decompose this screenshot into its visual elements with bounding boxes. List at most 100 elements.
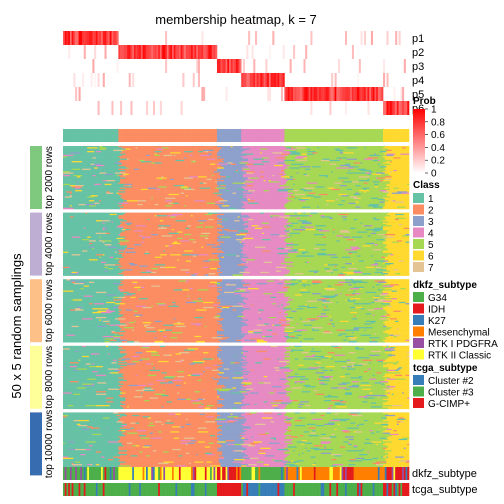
membership-cell [97,182,107,185]
membership-cell [327,187,335,190]
class-cell [270,129,273,142]
membership-cell [101,220,111,222]
class-cell [82,129,85,142]
membership-cell [101,221,109,223]
membership-cell [372,173,382,176]
membership-cell [331,215,342,217]
membership-cell [263,212,268,215]
membership-cell [374,152,379,154]
membership-cell [229,152,232,154]
membership-cell [199,178,207,181]
membership-cell [197,166,206,168]
membership-cell [268,177,275,180]
membership-cell [351,171,363,173]
membership-cell [189,176,199,178]
membership-cell [374,185,379,187]
membership-cell [391,215,396,217]
membership-cell [400,157,403,159]
membership-cell [286,158,297,161]
membership-cell [175,164,180,167]
membership-cell [376,190,380,192]
membership-cell [306,164,315,167]
membership-cell [88,193,95,196]
membership-cell [353,149,365,152]
prob-cell [166,45,169,59]
membership-cell [215,177,221,180]
membership-cell [121,197,130,200]
membership-cell [298,191,308,193]
membership-cell [63,188,66,191]
membership-cell [383,156,387,158]
membership-cell [69,190,76,192]
membership-cell [353,187,363,190]
membership-cell [253,185,264,187]
prob-cell [189,45,192,59]
membership-cell [113,161,119,163]
membership-cell [113,171,121,173]
class-cell [94,129,97,142]
membership-cell [194,162,202,164]
membership-cell [170,218,173,221]
membership-cell [395,207,401,210]
membership-cell [123,173,130,176]
class-cell [234,129,237,142]
class-cell [78,129,81,142]
membership-cell [135,178,140,181]
membership-cell [101,186,109,188]
membership-cell [101,218,104,221]
membership-cell [317,157,328,159]
membership-cell [215,163,218,166]
membership-cell [286,197,296,200]
prob-cell [111,101,114,115]
membership-cell [296,166,301,168]
membership-cell [372,181,380,183]
membership-cell [163,148,166,151]
membership-cell [192,195,195,197]
membership-cell [216,182,225,185]
membership-cell [289,163,292,166]
membership-cell [88,154,93,157]
membership-cell [402,174,408,177]
membership-cell [319,192,330,195]
membership-cell [312,185,320,187]
prob-row-label: p3 [412,61,424,73]
membership-cell [241,201,252,203]
membership-cell [277,188,287,191]
membership-cell [241,206,251,209]
membership-cell [365,218,375,221]
membership-cell [367,151,373,153]
class-cell [293,129,296,142]
membership-cell [118,202,130,205]
membership-cell [218,220,223,222]
membership-cell [189,190,199,192]
membership-cell [213,172,221,175]
membership-cell [370,172,377,175]
membership-cell [324,164,332,167]
prob-cell [88,31,91,45]
membership-cell [120,157,126,159]
membership-cell [68,180,76,182]
membership-cell [260,183,266,186]
membership-cell [206,169,211,172]
membership-cell [267,154,273,157]
class-cell [99,129,102,142]
membership-cell [308,192,316,195]
membership-cell [270,159,277,162]
membership-cell [76,164,81,167]
membership-cell [75,218,78,221]
membership-cell [237,188,245,191]
membership-cell [391,152,398,154]
prob-cell [395,101,398,115]
membership-cell [132,163,136,166]
membership-cell [213,171,225,173]
membership-cell [204,212,209,215]
membership-cell [344,191,354,193]
membership-cell [346,207,351,210]
class-cell [265,129,268,142]
membership-cell [324,207,335,210]
membership-cell [106,191,111,193]
membership-cell [319,185,323,187]
membership-cell [142,205,145,207]
membership-cell [104,153,111,156]
membership-cell [305,212,311,215]
